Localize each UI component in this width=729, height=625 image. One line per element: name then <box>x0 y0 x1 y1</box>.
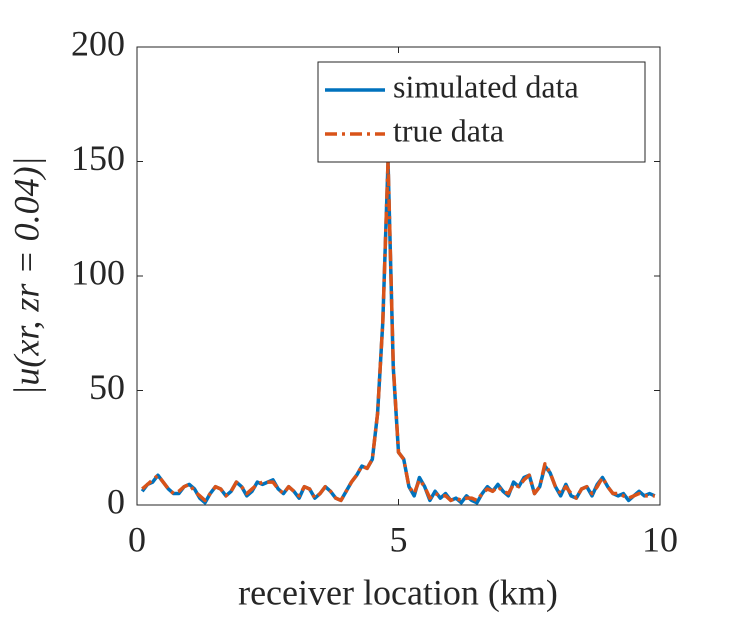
x-axis-label: receiver location (km) <box>238 572 558 612</box>
y-tick-label: 50 <box>89 367 125 407</box>
y-tick-label: 150 <box>71 138 125 178</box>
x-tick-label: 0 <box>128 519 146 559</box>
legend-label: true data <box>393 112 504 148</box>
y-tick-label: 100 <box>71 252 125 292</box>
legend-label: simulated data <box>393 68 579 104</box>
x-tick-label: 5 <box>390 519 408 559</box>
x-tick-label: 10 <box>642 519 678 559</box>
y-tick-label: 200 <box>71 23 125 63</box>
legend-box <box>317 61 646 163</box>
y-axis-label: |u(xr, zr = 0.04)| <box>6 156 46 395</box>
data-line <box>141 159 655 503</box>
y-tick-label: 0 <box>107 481 125 521</box>
